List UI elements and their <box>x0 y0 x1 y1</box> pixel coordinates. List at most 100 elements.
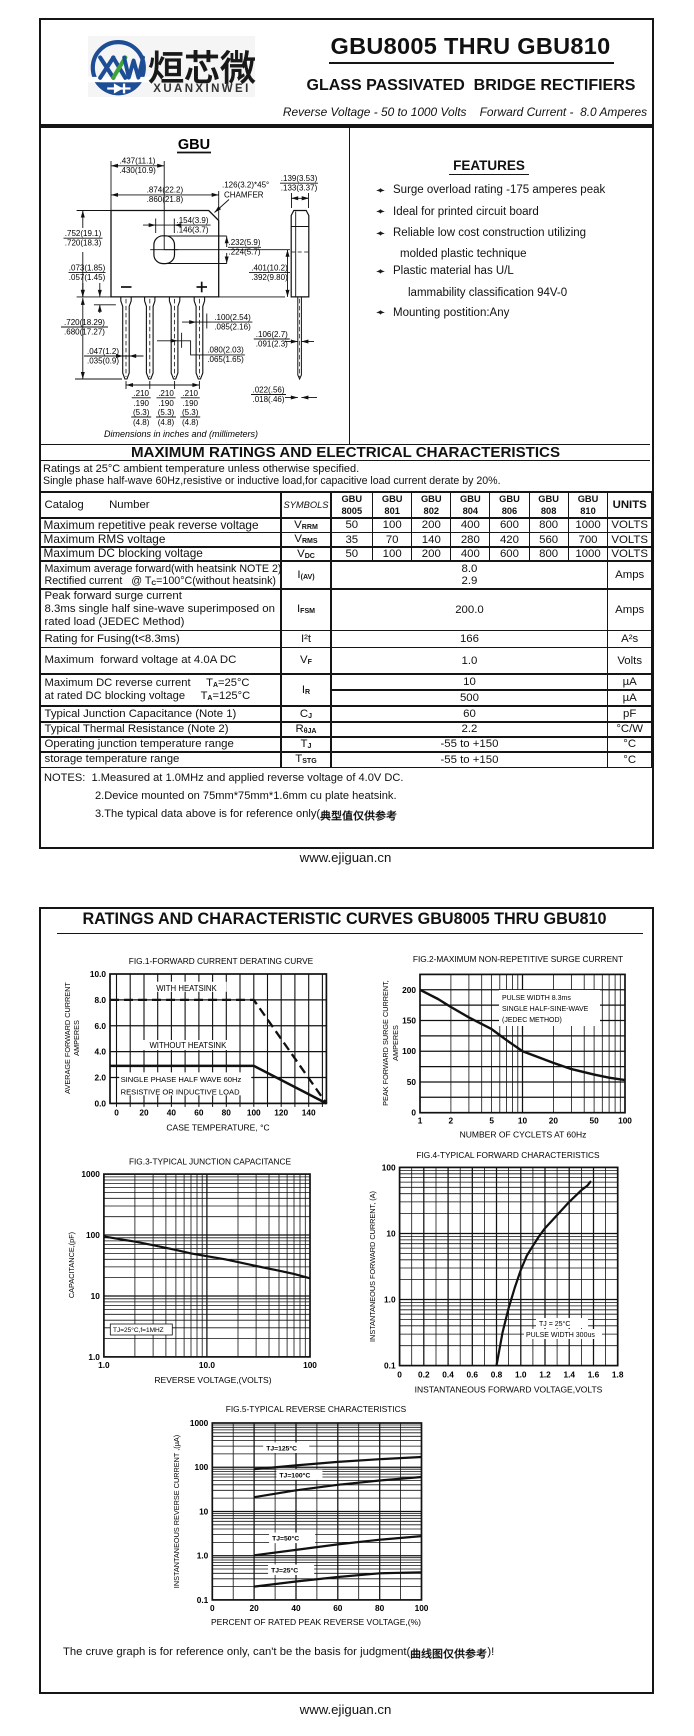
svg-text:WITHOUT HEATSINK: WITHOUT HEATSINK <box>149 1041 227 1050</box>
svg-text:50: 50 <box>407 1077 417 1087</box>
svg-text:.018(.46): .018(.46) <box>252 395 284 404</box>
svg-text:TJ=25°C: TJ=25°C <box>271 1567 298 1575</box>
svg-text:.100(2.54): .100(2.54) <box>214 313 251 322</box>
svg-text:100: 100 <box>402 1046 416 1056</box>
svg-text:.126(3.2)*45°: .126(3.2)*45° <box>222 181 269 190</box>
svg-text:(JEDEC METHOD): (JEDEC METHOD) <box>502 1017 562 1024</box>
svg-text:.392(9.80): .392(9.80) <box>251 273 288 282</box>
svg-text:PULSE WIDTH 8.3ms: PULSE WIDTH 8.3ms <box>502 995 571 1002</box>
svg-text:100: 100 <box>303 1360 317 1370</box>
svg-text:AVERAGE FORWARD CURRENT: AVERAGE FORWARD CURRENT <box>63 982 72 1094</box>
svg-text:RESISTIVE OR INDUCTIVE LOAD: RESISTIVE OR INDUCTIVE LOAD <box>121 1087 241 1096</box>
svg-text:10: 10 <box>518 1116 528 1126</box>
svg-text:6.0: 6.0 <box>94 1021 106 1031</box>
svg-text:.752(19.1): .752(19.1) <box>65 229 102 238</box>
svg-text:1.6: 1.6 <box>588 1370 600 1380</box>
svg-text:10: 10 <box>199 1506 209 1516</box>
svg-text:.210: .210 <box>182 389 198 398</box>
svg-text:INSTANTANEOUS FORWARD CURRENT,: INSTANTANEOUS FORWARD CURRENT, (A) <box>368 1191 377 1342</box>
svg-text:.154(3.9): .154(3.9) <box>176 216 208 225</box>
svg-text:0: 0 <box>114 1107 119 1117</box>
svg-text:1000: 1000 <box>190 1418 209 1428</box>
svg-text:0.1: 0.1 <box>384 1361 396 1371</box>
svg-text:100: 100 <box>247 1107 261 1117</box>
svg-text:60: 60 <box>333 1603 343 1613</box>
svg-text:10: 10 <box>386 1228 396 1238</box>
svg-text:.680(17.27): .680(17.27) <box>64 327 105 336</box>
svg-text:.190: .190 <box>158 399 174 408</box>
svg-text:.232(5.9): .232(5.9) <box>228 238 260 247</box>
svg-text:40: 40 <box>167 1107 177 1117</box>
svg-text:5: 5 <box>489 1116 494 1126</box>
svg-text:.139(3.53): .139(3.53) <box>281 174 318 183</box>
svg-text:WITH HEATSINK: WITH HEATSINK <box>156 984 217 993</box>
svg-text:0.2: 0.2 <box>418 1370 430 1380</box>
svg-text:.401(10.2): .401(10.2) <box>251 263 288 272</box>
svg-text:FIG.4-TYPICAL FORWARD CHARACTE: FIG.4-TYPICAL FORWARD CHARACTERISTICS <box>416 1150 600 1160</box>
svg-text:120: 120 <box>274 1107 288 1117</box>
svg-text:.190: .190 <box>182 399 198 408</box>
svg-text:.085(2.16): .085(2.16) <box>214 322 251 331</box>
svg-text:20: 20 <box>549 1116 559 1126</box>
svg-text:100: 100 <box>86 1230 100 1240</box>
svg-text:1.2: 1.2 <box>539 1370 551 1380</box>
svg-text:0.1: 0.1 <box>197 1595 209 1605</box>
svg-text:.091(2.3): .091(2.3) <box>256 339 288 348</box>
svg-text:1.0: 1.0 <box>98 1360 110 1370</box>
svg-text:100: 100 <box>194 1462 208 1472</box>
svg-text:SINGLE PHASE HALF WAVE 60Hz: SINGLE PHASE HALF WAVE 60Hz <box>121 1075 242 1084</box>
svg-text:8.0: 8.0 <box>94 995 106 1005</box>
svg-text:1.0: 1.0 <box>515 1370 527 1380</box>
svg-text:GBU: GBU <box>178 137 210 153</box>
svg-text:.057(1.45): .057(1.45) <box>69 273 106 282</box>
svg-text:100: 100 <box>618 1116 632 1126</box>
svg-text:10: 10 <box>91 1291 101 1301</box>
svg-text:0: 0 <box>210 1603 215 1613</box>
svg-text:.874(22.2): .874(22.2) <box>147 186 184 195</box>
svg-text:.047(1.2): .047(1.2) <box>87 347 119 356</box>
svg-text:.437(11.1): .437(11.1) <box>120 157 156 166</box>
svg-text:.035(0.9): .035(0.9) <box>87 356 119 365</box>
svg-text:PERCENT OF RATED PEAK REVERSE: PERCENT OF RATED PEAK REVERSE VOLTAGE,(%… <box>211 1617 421 1627</box>
svg-text:.210: .210 <box>133 389 149 398</box>
svg-text:80: 80 <box>222 1107 232 1117</box>
svg-text:SINGLE HALF-SINE-WAVE: SINGLE HALF-SINE-WAVE <box>502 1006 589 1013</box>
svg-text:1.0: 1.0 <box>384 1295 396 1305</box>
svg-text:TJ = 25°C: TJ = 25°C <box>539 1320 570 1328</box>
svg-text:.860(21.8): .860(21.8) <box>147 195 184 204</box>
svg-text:FIG.2-MAXIMUM NON-REPETITIVE: FIG.2-MAXIMUM NON-REPETITIVE SURGE CURRE… <box>413 954 623 964</box>
svg-text:140: 140 <box>302 1107 316 1117</box>
svg-text:(5.3): (5.3) <box>182 408 199 417</box>
svg-text:1.4: 1.4 <box>563 1370 575 1380</box>
svg-text:10.0: 10.0 <box>199 1360 216 1370</box>
svg-text:1000: 1000 <box>81 1169 100 1179</box>
svg-text:PULSE WIDTH 300us: PULSE WIDTH 300us <box>526 1332 595 1339</box>
svg-text:100: 100 <box>415 1603 429 1613</box>
svg-text:REVERSE VOLTAGE,(VOLTS): REVERSE VOLTAGE,(VOLTS) <box>154 1375 271 1385</box>
svg-text:Dimensions in inches and (mill: Dimensions in inches and (millimeters) <box>104 429 258 439</box>
svg-text:20: 20 <box>250 1603 260 1613</box>
svg-text:CHAMFER: CHAMFER <box>224 191 264 200</box>
svg-text:.430(10.9): .430(10.9) <box>119 166 156 175</box>
svg-text:.133(3.37): .133(3.37) <box>281 184 318 193</box>
svg-text:4.0: 4.0 <box>94 1047 106 1057</box>
svg-text:(5.3): (5.3) <box>133 408 150 417</box>
svg-text:1: 1 <box>418 1116 423 1126</box>
svg-text:(4.8): (4.8) <box>158 418 175 427</box>
svg-text:1.0: 1.0 <box>197 1551 209 1561</box>
svg-text:0: 0 <box>397 1370 402 1380</box>
svg-text:100: 100 <box>382 1162 396 1172</box>
svg-text:150: 150 <box>402 1016 416 1026</box>
svg-text:FIG.3-TYPICAL JUNCTION CAPACIT: FIG.3-TYPICAL JUNCTION CAPACITANCE <box>129 1157 292 1167</box>
svg-text:FIG.1-FORWARD CURRENT DERATING: FIG.1-FORWARD CURRENT DERATING CURVE <box>129 956 314 966</box>
svg-text:(5.3): (5.3) <box>158 408 175 417</box>
svg-text:TJ=25°C,f=1MHZ: TJ=25°C,f=1MHZ <box>113 1326 164 1334</box>
svg-text:AMPERES: AMPERES <box>72 1020 81 1056</box>
svg-text:CASE TEMPERATURE, °C: CASE TEMPERATURE, °C <box>166 1122 269 1132</box>
svg-text:.022(.56): .022(.56) <box>252 385 284 394</box>
svg-text:40: 40 <box>291 1603 301 1613</box>
svg-text:2: 2 <box>449 1116 454 1126</box>
svg-text:80: 80 <box>375 1603 385 1613</box>
svg-text:0.8: 0.8 <box>491 1370 503 1380</box>
svg-text:2.0: 2.0 <box>94 1073 106 1083</box>
